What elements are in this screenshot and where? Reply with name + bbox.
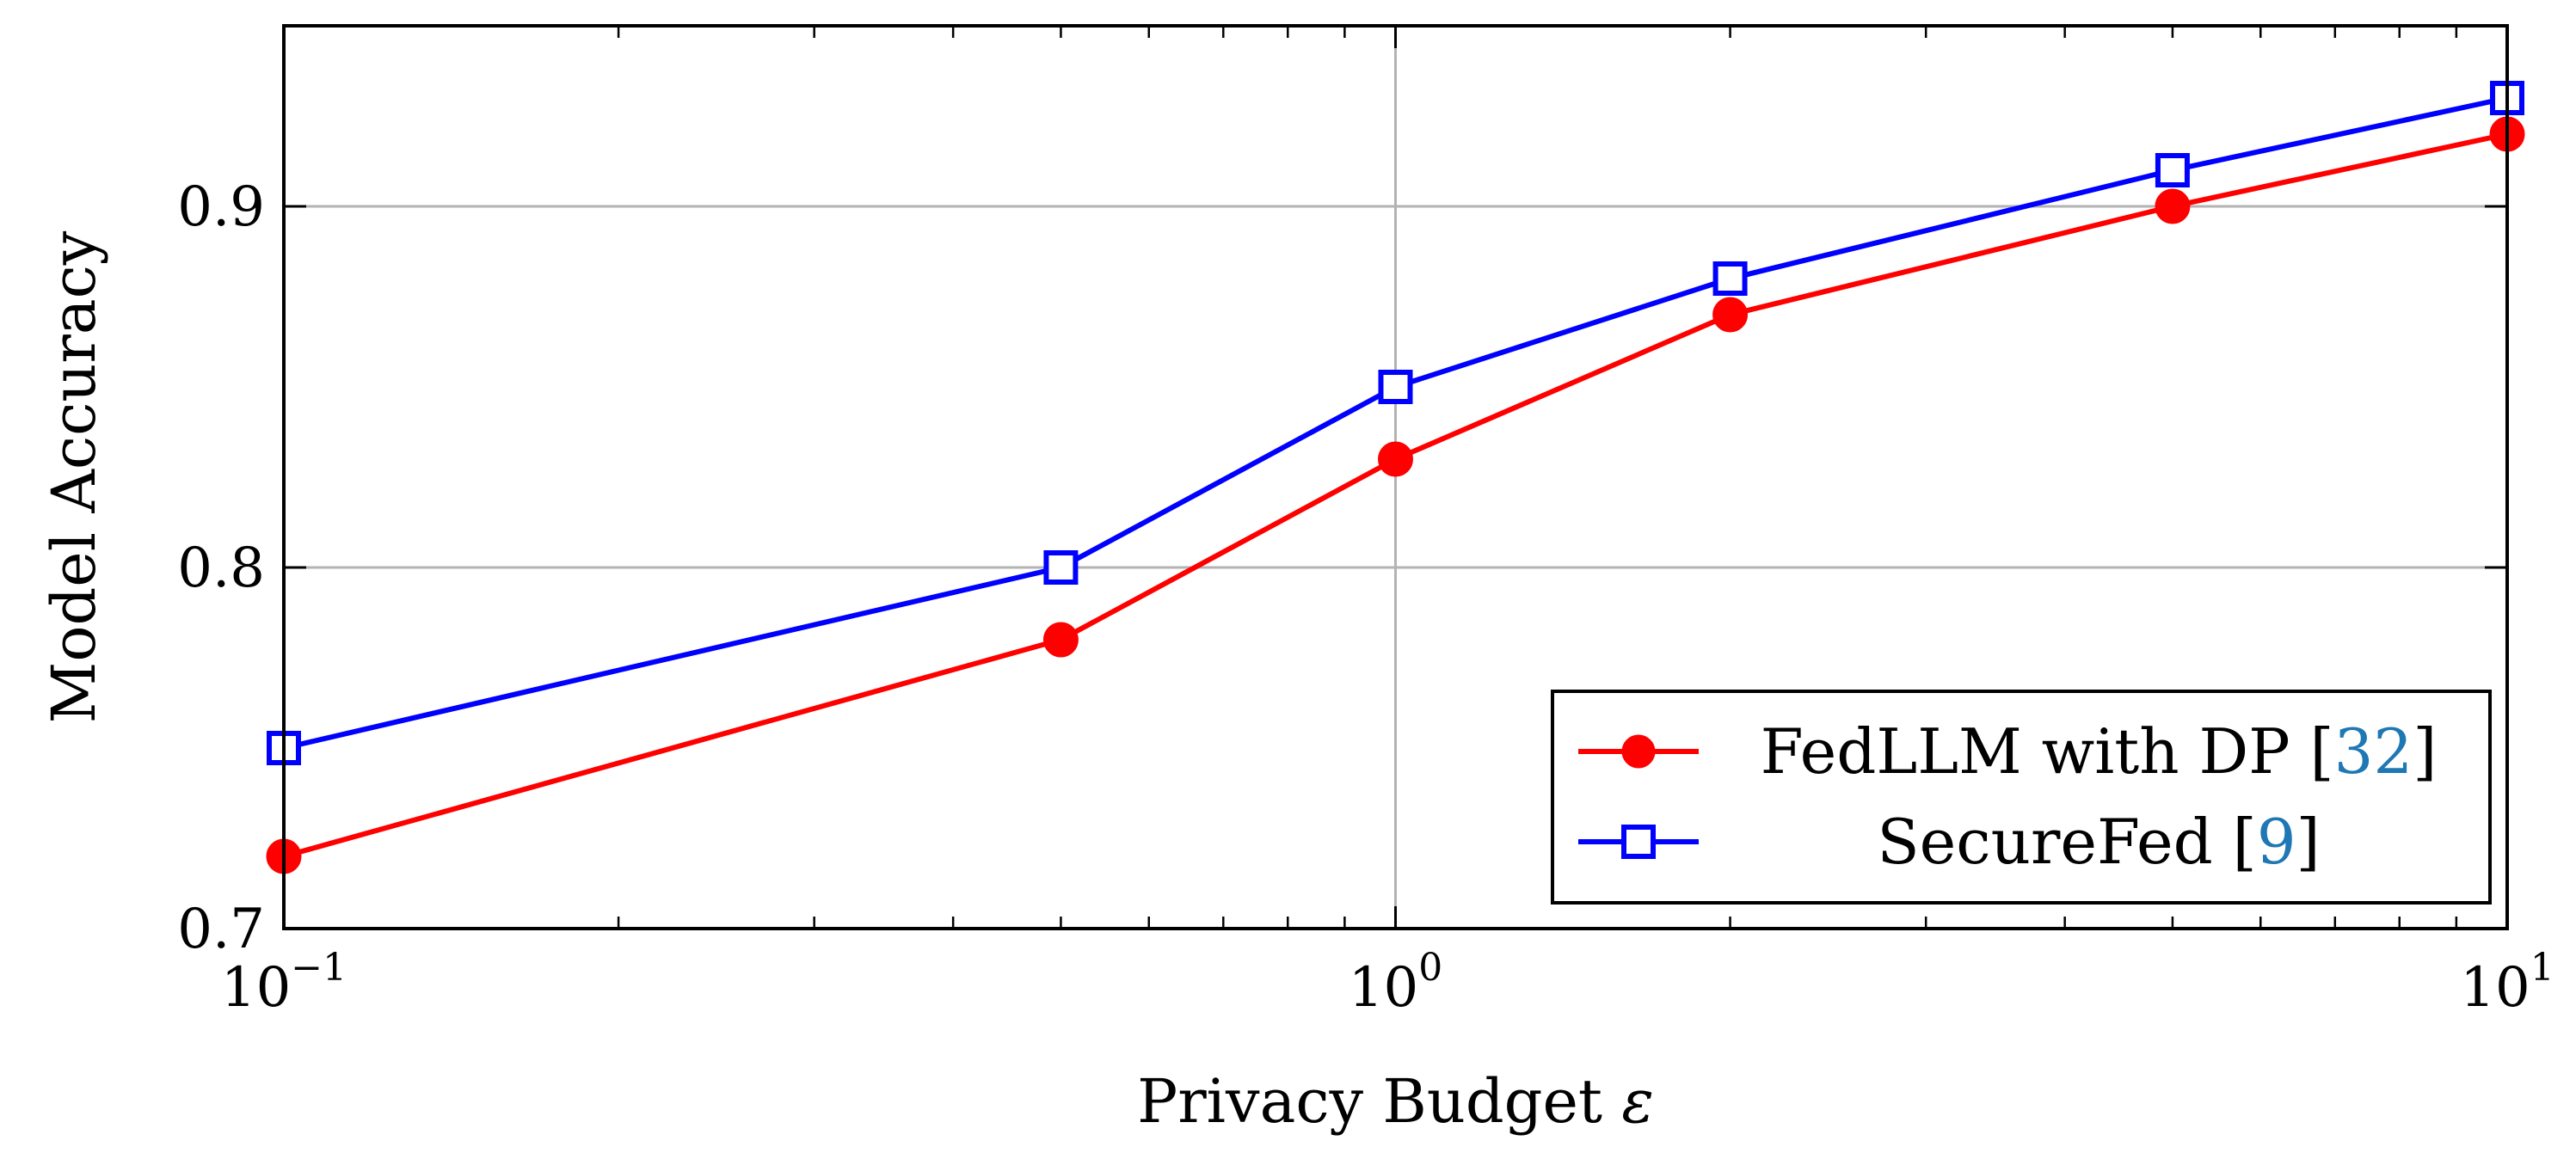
y-axis-title: Model Accuracy xyxy=(39,230,109,723)
series-securefed xyxy=(267,81,2524,765)
legend-box xyxy=(1551,690,2492,905)
legend-entry-fedllm: FedLLM with DP [32] xyxy=(1578,715,2437,788)
legend-marker-securefed xyxy=(1621,825,1656,859)
x-tick-base: 10 xyxy=(1349,956,1418,1020)
x-tick-label: 100 xyxy=(1349,946,1442,1020)
citation-link[interactable]: 32 xyxy=(2334,715,2413,788)
legend-entry-securefed: SecureFed [9] xyxy=(1578,806,2321,878)
x-tick-exponent: 1 xyxy=(2530,946,2554,990)
x-tick-label: 101 xyxy=(2460,946,2554,1020)
legend-marker-fedllm xyxy=(1621,734,1656,769)
data-point-circle xyxy=(1712,297,1749,333)
y-tick-label: 0.7 xyxy=(177,898,265,961)
x-tick-exponent: 0 xyxy=(1418,946,1442,990)
data-point-circle xyxy=(1378,441,1413,477)
y-tick-labels: 0.7 0.8 0.9 xyxy=(177,175,265,961)
grid-lines xyxy=(284,26,2507,929)
legend: FedLLM with DP [32] SecureFed [9] xyxy=(1551,690,2492,905)
x-tick-exponent: −1 xyxy=(291,946,347,990)
legend-label-fedllm: FedLLM with DP [32] xyxy=(1761,715,2438,788)
legend-label-securefed: SecureFed [9] xyxy=(1877,806,2320,878)
x-minor-ticks xyxy=(282,26,2509,930)
data-point-square xyxy=(1378,370,1413,404)
data-point-square xyxy=(1712,261,1748,296)
x-tick-labels: 10−1 100 101 xyxy=(221,946,2554,1020)
data-point-square xyxy=(2155,153,2190,187)
x-tick-label: 10−1 xyxy=(221,946,347,1020)
data-point-circle xyxy=(2155,188,2191,224)
x-tick-base: 10 xyxy=(2460,956,2530,1020)
y-tick-label: 0.9 xyxy=(177,175,265,239)
series-line xyxy=(283,132,2508,859)
legend-series-name: FedLLM with DP xyxy=(1761,715,2290,788)
citation-link[interactable]: 9 xyxy=(2257,806,2296,878)
x-tick-base: 10 xyxy=(221,956,291,1020)
x-axis-title: Privacy Budget ε xyxy=(1137,1066,1654,1137)
series-group xyxy=(266,81,2525,874)
data-point-circle xyxy=(1042,622,1079,658)
data-point-square xyxy=(1043,550,1079,585)
y-tick-label: 0.8 xyxy=(177,537,265,600)
legend-series-name: SecureFed xyxy=(1877,806,2212,878)
plot-frame xyxy=(282,24,2509,930)
series-line xyxy=(283,95,2508,751)
